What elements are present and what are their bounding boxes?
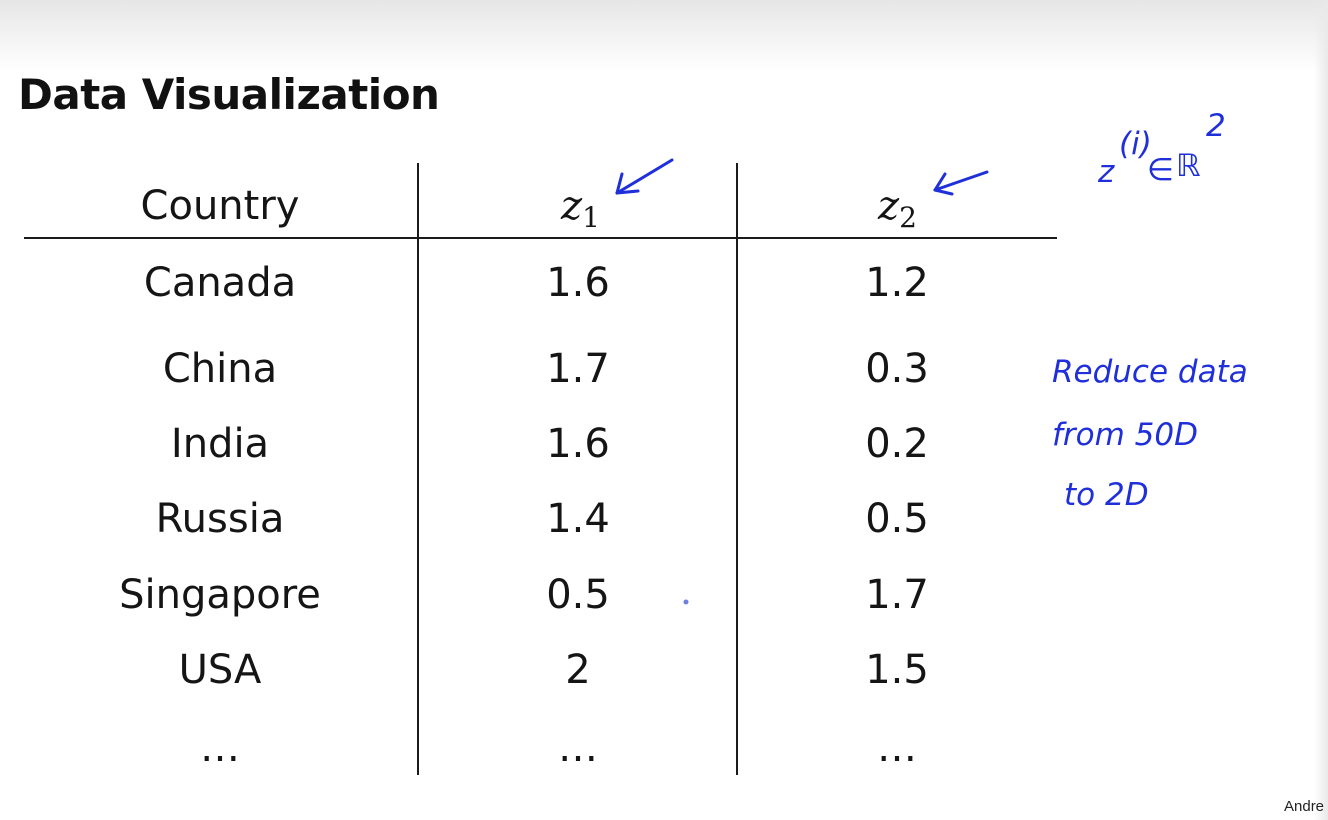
column-divider-2 [736, 163, 738, 775]
row-country: Canada [143, 260, 297, 306]
note-line-1: Reduce data [1052, 354, 1248, 390]
row-ellipsis-country: … [200, 725, 240, 771]
row-country: USA [178, 647, 262, 693]
slide-title: Data Visualization [18, 70, 440, 119]
row-z2: 1.5 [865, 647, 929, 693]
notation-element-of: ∈ [1147, 152, 1174, 188]
row-country: India [170, 421, 270, 467]
header-z2-subscript: 2 [899, 201, 917, 234]
notation-real-set: ℝ [1176, 148, 1201, 184]
notation-superscript: (i) [1119, 126, 1152, 162]
row-country: Russia [155, 496, 285, 542]
notation-z-in-r2: z (i) ∈ ℝ 2 [1097, 108, 1226, 190]
row-z2: 1.2 [865, 260, 929, 306]
slide-right-edge [1314, 0, 1328, 820]
row-z2: 0.2 [865, 421, 929, 467]
row-z1: 1.4 [546, 496, 610, 542]
header-z1: z1 [561, 186, 600, 232]
notation-power: 2 [1206, 108, 1226, 144]
row-country: China [162, 346, 278, 392]
column-divider-1 [417, 163, 419, 775]
arrow-to-z2-icon [933, 170, 989, 196]
row-z1: 1.6 [546, 421, 610, 467]
header-country: Country [140, 183, 300, 229]
header-divider [24, 237, 1057, 239]
row-z1: 0.5 [546, 572, 610, 618]
row-ellipsis-z2: … [877, 725, 917, 771]
header-z2-symbol: z [878, 183, 900, 229]
note-line-2: from 50D [1052, 417, 1198, 453]
header-z1-subscript: 1 [582, 201, 600, 234]
row-z2: 0.3 [865, 346, 929, 392]
note-line-3: to 2D [1064, 477, 1149, 513]
arrow-to-z1-icon [615, 158, 674, 195]
notation-base: z [1097, 154, 1115, 190]
row-ellipsis-z1: … [558, 725, 598, 771]
row-z1: 1.7 [546, 346, 610, 392]
row-country: Singapore [119, 572, 321, 618]
footer-author: Andre [1284, 798, 1325, 815]
row-z1: 2 [565, 647, 591, 693]
header-z2: z2 [878, 186, 917, 232]
row-z1: 1.6 [546, 260, 610, 306]
row-z2: 0.5 [865, 496, 929, 542]
row-z2: 1.7 [865, 572, 929, 618]
header-z1-symbol: z [561, 183, 583, 229]
slide-top-band [0, 0, 1328, 72]
